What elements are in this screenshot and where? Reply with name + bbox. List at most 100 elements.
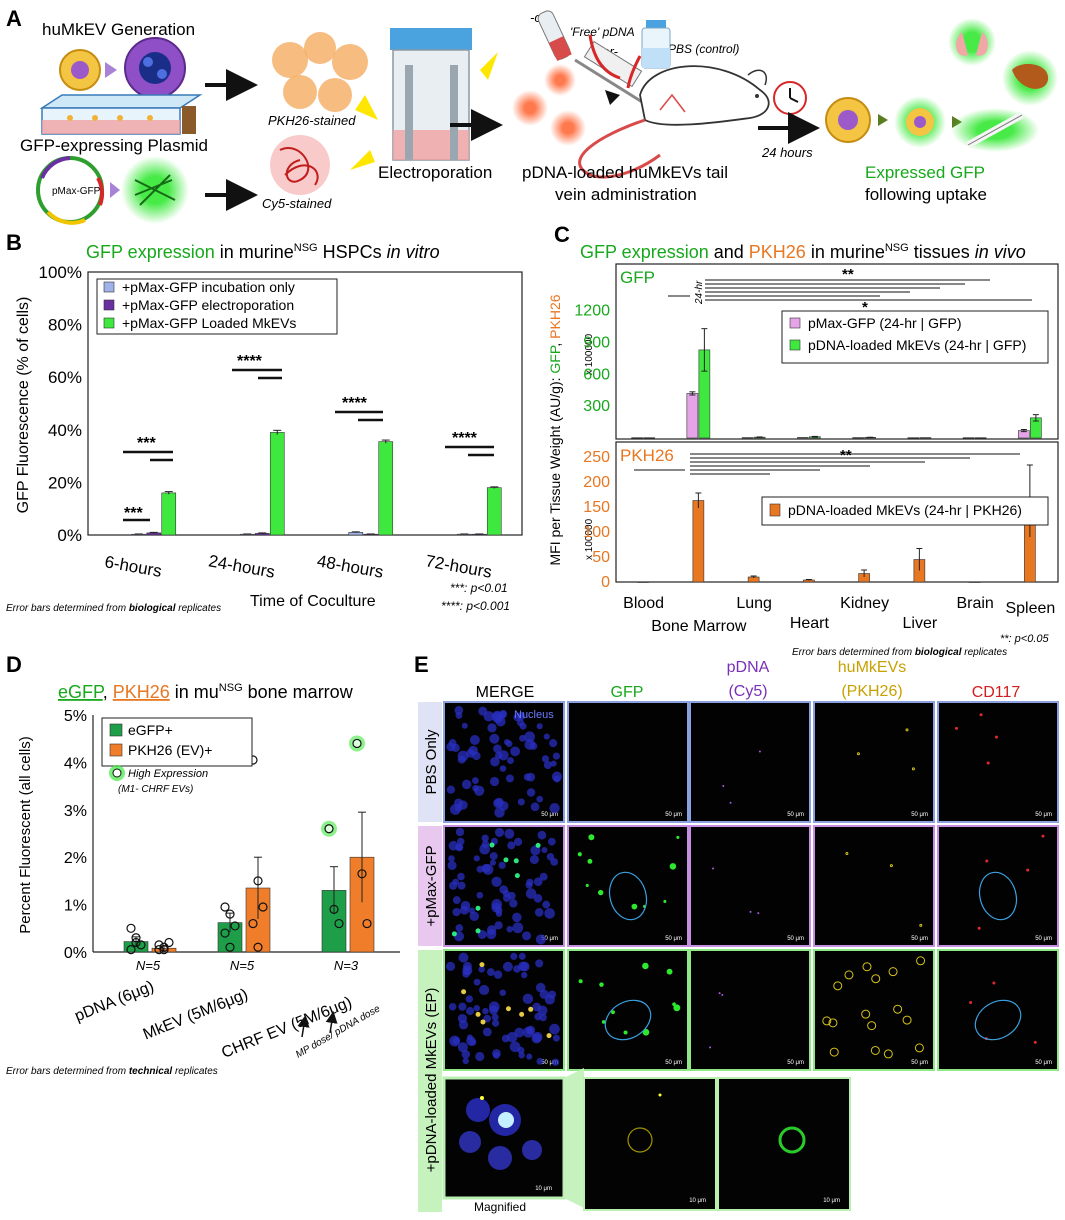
- signal-dot: [475, 905, 481, 911]
- nucleus-dot: [460, 900, 471, 911]
- y-tick-label: 900: [583, 334, 610, 351]
- panel-b: B GFP expression in murineNSG HSPCs in v…: [6, 230, 523, 614]
- y-tick-label: 0: [601, 574, 610, 591]
- nucleus-dot: [522, 993, 534, 1005]
- chart-c-top-significance: 24-hr ** *: [668, 266, 1032, 316]
- y-tick-label: 50: [592, 549, 610, 566]
- nucleus-dot: [486, 968, 495, 976]
- nucleus-dot: [534, 907, 544, 917]
- generation-label: huMkEV Generation: [42, 20, 195, 39]
- nucleus-dot: [536, 1057, 544, 1065]
- data-point: [253, 876, 263, 886]
- data-point: [159, 942, 169, 952]
- micrograph-tile: [567, 949, 689, 1071]
- gfp-dot: [585, 883, 589, 888]
- legend-high: High Expression: [128, 768, 208, 780]
- nucleus-dot: [466, 1034, 474, 1041]
- nucleus-dot: [469, 1039, 477, 1046]
- gfp-section-label: GFP: [620, 268, 655, 287]
- magnified-label: Magnified: [474, 1200, 526, 1214]
- bar: [919, 437, 932, 439]
- signal-dot: [475, 1011, 481, 1017]
- footnote-post: replicates: [962, 647, 1008, 658]
- title-sup: NSG: [294, 242, 318, 254]
- y-tick-label: 100: [583, 524, 610, 541]
- nucleus-dot: [466, 1007, 475, 1016]
- data-point: [230, 921, 240, 931]
- chart-c-bottom-significance: **: [634, 447, 1020, 475]
- title-sup: NSG: [885, 242, 909, 254]
- data-point: [154, 945, 164, 955]
- footnote-post: replicates: [176, 603, 222, 614]
- bar: [161, 492, 177, 536]
- gfp-dot: [599, 982, 604, 987]
- nucleus-dot: [494, 921, 503, 930]
- chart-b-significance: *** *** **** **** ****: [123, 353, 494, 522]
- title-end: tissues: [909, 242, 975, 262]
- legend-label: PKH26 (EV)+: [128, 742, 212, 758]
- title-comma: ,: [103, 682, 113, 702]
- note-p005: **: p<0.05: [1000, 633, 1050, 645]
- data-point: [126, 923, 136, 933]
- signal-dot: [489, 842, 495, 848]
- y-tick-label: 40%: [48, 421, 82, 440]
- cd117-dot: [986, 761, 990, 765]
- note-p0001: ****: p<0.001: [441, 599, 510, 613]
- nucleus-dot: [505, 774, 514, 783]
- sig-single: *: [862, 299, 868, 316]
- nucleus-dot: [498, 861, 506, 869]
- bar: [974, 437, 987, 439]
- data-point: [126, 945, 136, 955]
- pkh26-ev-cluster-icon: [272, 32, 368, 112]
- category-label: 6-hours: [103, 552, 163, 581]
- nucleus-dot: [524, 739, 536, 750]
- scale-50-label: 50 μm: [1035, 936, 1052, 942]
- data-point: [164, 937, 174, 948]
- bar: [797, 437, 809, 439]
- nucleus-dot: [471, 777, 479, 784]
- nucleus-dot: [455, 827, 465, 837]
- mouse-icon: [578, 65, 770, 179]
- chart-d-legend: High Expression (M1- CHRF EVs) eGFP+ PKH2…: [101, 717, 253, 795]
- nucleus-dot: [522, 931, 532, 941]
- micrograph-grid: 50 μm Nucleus 50 μm 50 μm 50 μm 50 μm 50 μm 50 …: [443, 701, 1059, 1071]
- title-italic: in vitro: [387, 242, 440, 262]
- ev-ring: [911, 767, 915, 771]
- micrograph-tile: [937, 825, 1059, 947]
- sig-label: ****: [237, 353, 263, 370]
- nucleus-dot: [490, 756, 500, 767]
- nucleus-dot: [517, 798, 525, 806]
- cd117-dot: [969, 1001, 973, 1005]
- micrograph-tile: [567, 701, 689, 823]
- nucleus-dot: [533, 893, 543, 903]
- bar: [968, 581, 981, 583]
- nucleus-dot: [549, 802, 560, 814]
- nucleus-dot: [492, 710, 503, 722]
- chart-b-ylabel: GFP Fluorescence (% of cells): [15, 297, 32, 514]
- pkh26-stained-label: PKH26-stained: [268, 113, 356, 128]
- ylabel-pkh: PKH26: [547, 294, 563, 339]
- nucleus-dot: [526, 1053, 533, 1060]
- y-tick-label: 250: [583, 449, 610, 466]
- signal-dot: [503, 857, 509, 863]
- dose-arrows-icon: [297, 1011, 338, 1038]
- y-tick-label: 60%: [48, 368, 82, 387]
- highlight-ellipse: [608, 871, 648, 921]
- uptake-cells-icon: [825, 96, 962, 148]
- data-point: [131, 933, 141, 943]
- bar: [378, 441, 394, 536]
- signal-dot: [546, 1033, 552, 1039]
- nucleus-dot: [447, 860, 457, 870]
- chart-c-top-bars: [631, 328, 1042, 439]
- nucleus-dot: [461, 722, 468, 729]
- nucleus-dot: [536, 795, 544, 803]
- ev-ring: [870, 1045, 880, 1055]
- micrograph-tile: [813, 825, 935, 947]
- nucleus-dot: [519, 961, 530, 972]
- cd117-dot: [979, 713, 983, 717]
- gfp-dot: [666, 968, 673, 975]
- n-label: N=5: [136, 958, 161, 973]
- chart-c-ylabel: MFI per Tissue Weight (AU/g): GFP, PKH26: [547, 294, 563, 565]
- signal-dot: [519, 1011, 525, 1017]
- scale-50-label: 50 μm: [1035, 812, 1052, 818]
